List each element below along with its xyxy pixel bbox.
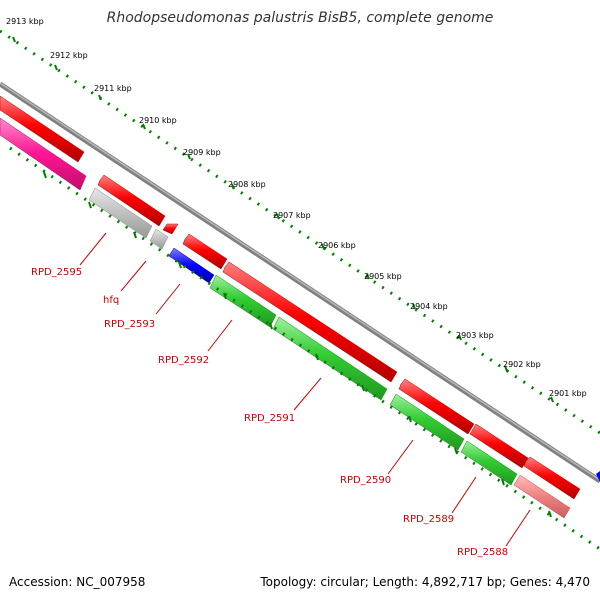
kbp-tick-mark [54, 64, 58, 71]
inner-tick-mark [315, 353, 319, 361]
inner-tick-mark [501, 478, 505, 486]
inner-tick-mark [408, 415, 412, 423]
gene-cds-reverse [209, 274, 277, 328]
genome-summary-text: Topology: circular; Length: 4,892,717 bp… [259, 575, 590, 589]
inner-tick-mark [454, 447, 458, 455]
inner-tick-mark [178, 261, 182, 269]
gene-cds-forward [398, 378, 475, 435]
kbp-label: 2907 kbp [273, 211, 311, 220]
kbp-label: 2905 kbp [364, 272, 402, 281]
label-leader [120, 260, 147, 292]
backbone-highlight [0, 82, 600, 481]
gene-cds-forward [469, 423, 529, 469]
gene-labels: RPD_2595 hfq RPD_2593 RPD_2592 RPD_2591 … [31, 267, 508, 558]
label-leader [79, 232, 107, 266]
kbp-tick-mark [12, 36, 16, 43]
gene-rna-gray [149, 228, 169, 250]
gene-label: RPD_2592 [158, 355, 209, 366]
gene-cds-forward [222, 261, 398, 383]
kbp-tick-mark [550, 396, 554, 403]
reverse-track [0, 117, 571, 519]
gene-label: RPD_2588 [457, 547, 508, 558]
label-leader [387, 439, 414, 475]
forward-track [0, 95, 600, 500]
kbp-label: 2904 kbp [410, 302, 448, 311]
kbp-label: 2909 kbp [183, 148, 221, 157]
inner-tick-mark [361, 384, 365, 392]
label-leader [155, 283, 181, 315]
gene-rna-gray [88, 187, 153, 239]
kbp-tick-mark [366, 273, 370, 280]
inner-tick-mark [88, 201, 92, 209]
kbp-tick-mark [276, 213, 280, 220]
kbp-tick-mark [412, 303, 416, 310]
gene-label: RPD_2591 [244, 413, 295, 424]
kbp-ring-dots [0, 29, 600, 435]
gene-cds-forward-partial [596, 471, 600, 482]
label-leader [293, 377, 322, 411]
label-leader [451, 476, 477, 514]
gene-misc-salmon [513, 474, 571, 519]
kbp-tick-mark [321, 243, 325, 250]
inner-tick-mark [548, 510, 552, 518]
gene-misc-pink [0, 117, 87, 191]
gene-cds-reverse [272, 316, 388, 401]
kbp-label: 2902 kbp [503, 360, 541, 369]
label-leader [505, 509, 531, 547]
kbp-label: 2910 kbp [139, 116, 177, 125]
gene-cds-forward [162, 223, 179, 235]
kbp-label: 2912 kbp [50, 51, 88, 60]
gene-label: RPD_2589 [403, 514, 454, 525]
label-leaders [79, 232, 531, 547]
gene-cds-forward [523, 456, 581, 500]
kbp-label: 2913 kbp [6, 17, 44, 26]
kbp-tick-mark [98, 94, 102, 101]
kbp-label: 2906 kbp [318, 241, 356, 250]
accession-text: Accession: NC_007958 [9, 575, 145, 589]
inner-tick-mark [269, 322, 273, 330]
kbp-tick-mark [458, 334, 462, 341]
kbp-label: 2903 kbp [456, 331, 494, 340]
kbp-labels: 2913 kbp 2912 kbp 2911 kbp 2910 kbp 2909… [6, 17, 587, 398]
inner-tick-mark [43, 171, 47, 179]
gene-cds-forward [182, 233, 228, 270]
inner-tick-mark [133, 231, 137, 239]
backbone-line [0, 81, 600, 484]
gene-cds-forward [0, 95, 85, 163]
gene-label: RPD_2590 [340, 475, 391, 486]
gene-label: hfq [103, 295, 119, 306]
label-leader [207, 319, 233, 352]
kbp-tick-mark [142, 123, 146, 130]
kbp-tick-mark [231, 183, 235, 190]
kbp-label: 2901 kbp [549, 389, 587, 398]
kbp-tick-mark [187, 153, 191, 160]
kbp-label: 2911 kbp [94, 84, 132, 93]
gene-label: RPD_2595 [31, 267, 82, 278]
inner-tick-mark [223, 292, 227, 300]
kbp-label: 2908 kbp [228, 180, 266, 189]
inner-ring [9, 146, 600, 551]
gene-label: RPD_2593 [104, 319, 155, 330]
backbone [0, 81, 600, 484]
map-title: Rhodopseudomonas palustris BisB5, comple… [107, 10, 494, 26]
gene-cds-forward [97, 174, 166, 227]
gene-cds-reverse [389, 393, 465, 451]
kbp-tick-mark [504, 365, 508, 372]
gene-cds-reverse [460, 440, 518, 486]
kbp-ring [0, 29, 600, 435]
